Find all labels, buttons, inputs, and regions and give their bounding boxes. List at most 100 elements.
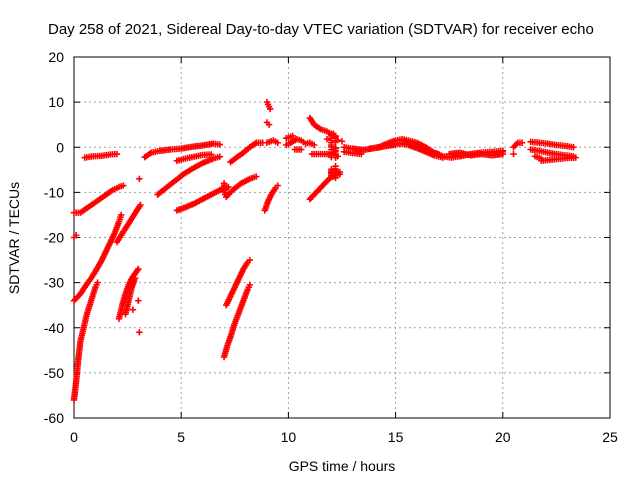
data-point-fill: [93, 281, 100, 289]
y-tick-label: -20: [44, 230, 64, 246]
data-point: [328, 167, 335, 175]
data-point-fill: [235, 276, 242, 284]
series-arc-01: [70, 279, 101, 404]
data-point-fill: [107, 188, 115, 195]
chart-title: Day 258 of 2021, Sidereal Day-to-day VTE…: [48, 21, 594, 38]
data-point-fill: [113, 184, 121, 192]
data-point: [274, 182, 281, 189]
series-arc-51: [338, 138, 346, 145]
series-arc-12: [129, 306, 137, 313]
data-point-fill: [232, 155, 239, 162]
y-tick-label: -40: [44, 320, 64, 336]
y-tick-label: 10: [48, 94, 64, 110]
data-point-fill: [223, 344, 230, 351]
data-point-fill: [250, 174, 258, 181]
data-point-fill: [115, 220, 122, 227]
data-point-fill: [97, 258, 105, 265]
data-point-fill: [239, 267, 246, 275]
data-point-fill: [235, 310, 242, 318]
x-axis-label: GPS time / hours: [289, 458, 396, 474]
series-arc-16: [173, 183, 232, 214]
series-arc-07: [115, 265, 142, 322]
series-arc-74: [328, 167, 335, 175]
series-arc-23: [263, 119, 273, 128]
data-point: [72, 232, 80, 239]
data-point-fill: [214, 141, 221, 148]
data-point-fill: [308, 140, 316, 148]
y-tick-label: 0: [56, 139, 64, 155]
series-arc-19: [220, 281, 254, 361]
data-point-fill: [111, 150, 118, 158]
data-point-fill: [83, 312, 90, 320]
data-point-fill: [189, 201, 196, 208]
series-arc-24: [263, 137, 281, 146]
data-point-fill: [238, 150, 245, 157]
data-point-fill: [75, 209, 82, 216]
series-arc-55: [334, 153, 341, 160]
series-arc-04: [70, 232, 80, 241]
x-tick-label: 15: [388, 429, 404, 445]
data-point: [338, 138, 346, 145]
series-arc-10: [136, 329, 143, 336]
series-arc-02: [70, 211, 125, 304]
data-point: [336, 171, 344, 178]
data-point-fill: [321, 127, 329, 134]
data-point-fill: [134, 206, 141, 214]
data-point-fill: [315, 124, 323, 132]
data-point-fill: [125, 299, 132, 306]
series-arc-70: [328, 132, 335, 140]
data-point-fill: [197, 196, 205, 204]
grid: [74, 57, 610, 418]
data-point-fill: [295, 146, 303, 153]
data-point-fill: [251, 140, 258, 148]
x-tick-label: 25: [602, 429, 618, 445]
data-point-fill: [94, 197, 102, 204]
data-point-fill: [264, 200, 271, 207]
data-point: [323, 135, 331, 143]
series-arc-85: [527, 138, 577, 151]
data-point-fill: [101, 192, 108, 199]
data-point-fill: [243, 288, 251, 295]
x-tick-label: 5: [177, 429, 185, 445]
x-tick-label: 10: [281, 429, 297, 445]
series-arc-58: [336, 171, 344, 178]
data-point: [334, 136, 341, 144]
series-arc-22: [263, 98, 274, 113]
data-point-fill: [272, 138, 279, 145]
series-arc-88: [531, 153, 545, 162]
data-point-fill: [416, 144, 423, 152]
series-arc-84: [510, 139, 526, 151]
data-point-fill: [121, 226, 128, 234]
data-point: [266, 105, 274, 113]
data-point-fill: [570, 154, 577, 161]
series-arc-15: [173, 151, 215, 164]
data-point-fill: [88, 201, 95, 208]
data-point-fill: [180, 155, 187, 163]
data-point-fill: [245, 283, 252, 291]
data-point-fill: [91, 285, 99, 293]
series-arc-03: [70, 182, 127, 216]
data-point-fill: [230, 285, 238, 293]
series-arc-13: [141, 140, 223, 161]
data-point-fill: [110, 231, 118, 238]
data-point-fill: [180, 204, 187, 212]
data-point: [510, 150, 517, 158]
series-arc-21: [261, 182, 281, 214]
data-point-fill: [136, 203, 143, 210]
data-point-fill: [239, 299, 246, 306]
data-point-fill: [197, 160, 205, 168]
y-tick-label: -50: [44, 365, 64, 381]
y-tick-label: -30: [44, 275, 64, 291]
data-point-fill: [118, 303, 125, 311]
series-arc-83: [510, 150, 517, 158]
data-point: [129, 306, 137, 313]
data-point-fill: [382, 141, 389, 148]
series-arc-09: [135, 297, 142, 304]
data-point-fill: [264, 101, 272, 108]
y-tick-label: -60: [44, 410, 64, 426]
data-point: [328, 153, 335, 161]
data-point-fill: [407, 140, 415, 148]
data-point-fill: [134, 267, 141, 274]
data-point: [334, 153, 341, 160]
